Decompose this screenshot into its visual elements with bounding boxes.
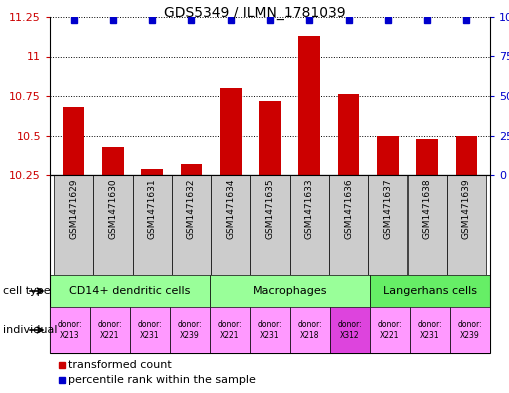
Bar (142, 169, 163, 175)
Bar (93, 175, 132, 275)
Bar (132, 175, 172, 275)
Text: donor:
X231: donor: X231 (138, 320, 162, 340)
Text: GSM1471639: GSM1471639 (462, 178, 471, 239)
Bar (410, 307, 450, 353)
Text: donor:
X221: donor: X221 (378, 320, 402, 340)
Text: GSM1471636: GSM1471636 (344, 178, 353, 239)
Bar (330, 307, 370, 353)
Bar (250, 175, 290, 275)
Bar (181, 164, 202, 175)
Bar (377, 136, 399, 175)
Bar (370, 307, 410, 353)
Bar (447, 175, 486, 275)
Text: donor:
X312: donor: X312 (337, 320, 362, 340)
Text: GSM1471629: GSM1471629 (69, 178, 78, 239)
Text: donor:
X221: donor: X221 (218, 320, 242, 340)
Bar (368, 175, 408, 275)
Bar (90, 307, 130, 353)
Text: GSM1471633: GSM1471633 (305, 178, 314, 239)
Text: CD14+ dendritic cells: CD14+ dendritic cells (69, 286, 191, 296)
Bar (329, 175, 368, 275)
Text: donor:
X213: donor: X213 (58, 320, 82, 340)
Bar (450, 307, 490, 353)
Bar (172, 175, 211, 275)
Text: Macrophages: Macrophages (253, 286, 327, 296)
Bar (290, 175, 329, 275)
Text: donor:
X239: donor: X239 (458, 320, 483, 340)
Text: GDS5349 / ILMN_1781039: GDS5349 / ILMN_1781039 (164, 6, 345, 20)
Bar (50, 175, 490, 353)
Bar (50, 275, 210, 307)
Text: donor:
X218: donor: X218 (298, 320, 322, 340)
Bar (211, 175, 250, 275)
Bar (210, 275, 370, 307)
Bar (50, 307, 90, 353)
Text: transformed count: transformed count (68, 360, 172, 370)
Text: GSM1471635: GSM1471635 (266, 178, 274, 239)
Text: donor:
X231: donor: X231 (258, 320, 282, 340)
Text: donor:
X231: donor: X231 (418, 320, 442, 340)
Bar (456, 136, 477, 175)
Text: donor:
X221: donor: X221 (98, 320, 122, 340)
Text: GSM1471632: GSM1471632 (187, 178, 196, 239)
Bar (338, 94, 359, 175)
Bar (298, 36, 320, 175)
Text: percentile rank within the sample: percentile rank within the sample (68, 375, 256, 385)
Bar (259, 101, 281, 175)
Text: GSM1471634: GSM1471634 (226, 178, 235, 239)
Bar (250, 307, 290, 353)
Text: Langerhans cells: Langerhans cells (383, 286, 477, 296)
Bar (170, 307, 210, 353)
Bar (416, 139, 438, 175)
Bar (102, 147, 124, 175)
Text: cell type: cell type (3, 286, 50, 296)
Bar (370, 275, 490, 307)
Bar (408, 175, 447, 275)
Text: individual: individual (3, 325, 57, 335)
Text: donor:
X239: donor: X239 (178, 320, 202, 340)
Bar (210, 307, 250, 353)
Bar (130, 307, 170, 353)
Text: GSM1471630: GSM1471630 (108, 178, 118, 239)
Bar (63, 107, 84, 175)
Text: GSM1471631: GSM1471631 (148, 178, 157, 239)
Bar (290, 307, 330, 353)
Bar (220, 88, 241, 175)
Text: GSM1471638: GSM1471638 (422, 178, 432, 239)
Text: GSM1471637: GSM1471637 (383, 178, 392, 239)
Bar (54, 175, 93, 275)
